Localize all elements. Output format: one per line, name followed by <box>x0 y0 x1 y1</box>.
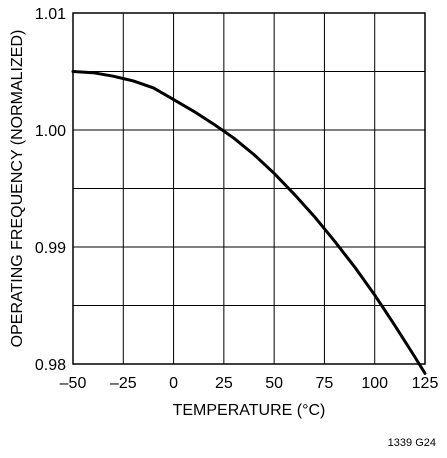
x-tick-label: 25 <box>215 375 233 392</box>
series-line <box>71 70 427 375</box>
y-axis-label: OPERATING FREQUENCY (NORMALIZED) <box>9 30 26 348</box>
x-tick-label: 100 <box>361 375 388 392</box>
x-tick-label: –50 <box>60 375 87 392</box>
grid <box>72 12 426 365</box>
x-tick-label: 125 <box>412 375 439 392</box>
figure-code: 1339 G24 <box>388 437 436 449</box>
x-axis-label: TEMPERATURE (°C) <box>173 402 326 419</box>
y-tick-label: 1.00 <box>35 123 66 140</box>
x-tick-label: 0 <box>169 375 178 392</box>
y-tick-labels: 0.98 0.99 1.00 1.01 <box>35 6 66 374</box>
x-tick-label: 75 <box>316 375 334 392</box>
x-tick-labels: –50 –25 0 25 50 75 100 125 <box>60 375 439 392</box>
x-tick-label: 50 <box>265 375 283 392</box>
y-tick-label: 1.01 <box>35 6 66 23</box>
y-tick-label: 0.98 <box>35 357 66 374</box>
plot-frame <box>72 12 426 365</box>
y-tick-label: 0.99 <box>35 240 66 257</box>
x-tick-label: –25 <box>110 375 137 392</box>
